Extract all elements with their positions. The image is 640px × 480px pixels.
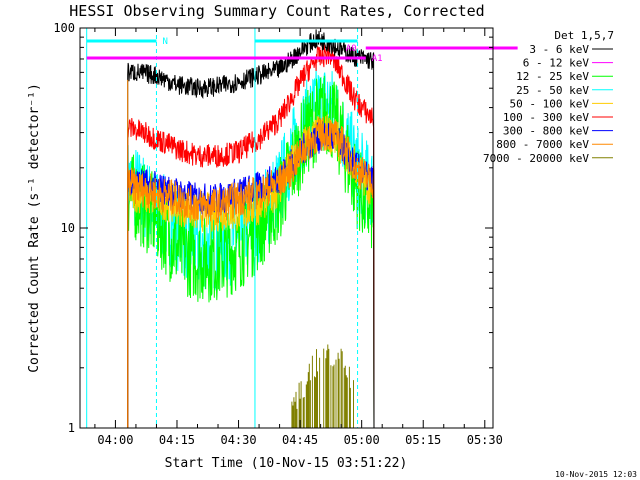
- x-tick-label: 05:00: [344, 433, 380, 447]
- legend-label: 3 - 6 keV: [529, 43, 589, 56]
- chart-title: HESSI Observing Summary Count Rates, Cor…: [69, 2, 484, 20]
- y-axis-label: Corrected Count Rate (s⁻¹ detector⁻¹): [27, 83, 42, 373]
- x-tick-label: 05:15: [405, 433, 441, 447]
- x-axis-label: Start Time (10-Nov-15 03:51:22): [165, 456, 408, 471]
- x-tick-label: 04:00: [97, 433, 133, 447]
- annotations: N A0 A1: [86, 28, 518, 428]
- attenuator-label: A0: [346, 44, 357, 54]
- attenuator-label: A1: [372, 54, 383, 64]
- y-tick-label: 1: [68, 421, 75, 435]
- legend-title: Det 1,5,7: [554, 29, 614, 42]
- legend-label: 12 - 25 keV: [516, 70, 589, 83]
- x-tick-label: 04:30: [220, 433, 256, 447]
- series-spikes: [291, 344, 354, 428]
- legend-label: 50 - 100 keV: [510, 97, 590, 110]
- x-axis: 04:00 04:15 04:30 04:45 05:00 05:15 05:30: [94, 28, 503, 447]
- footer-timestamp: 10-Nov-2015 12:03: [555, 470, 637, 479]
- legend-label: 6 - 12 keV: [523, 57, 590, 70]
- legend-label: 7000 - 20000 keV: [483, 152, 589, 165]
- legend-label: 800 - 7000 keV: [496, 138, 589, 151]
- series-line: [127, 121, 375, 429]
- plot-frame: [79, 27, 494, 429]
- x-tick-label: 05:30: [467, 433, 503, 447]
- x-tick-label: 04:45: [282, 433, 318, 447]
- legend-label: 100 - 300 keV: [503, 111, 589, 124]
- x-tick-label: 04:15: [159, 433, 195, 447]
- series-line: [127, 116, 375, 429]
- saa-label: N: [162, 37, 167, 47]
- series-line: [127, 29, 375, 429]
- y-tick-label: 10: [61, 221, 75, 235]
- legend-label: 25 - 50 keV: [516, 84, 589, 97]
- y-tick-label: 100: [53, 21, 75, 35]
- series-line: [127, 114, 375, 429]
- series-line: [127, 41, 375, 429]
- legend-label: 300 - 800 keV: [503, 125, 589, 138]
- y-axis: 1 10 100: [53, 21, 493, 435]
- series-lines: [127, 29, 375, 429]
